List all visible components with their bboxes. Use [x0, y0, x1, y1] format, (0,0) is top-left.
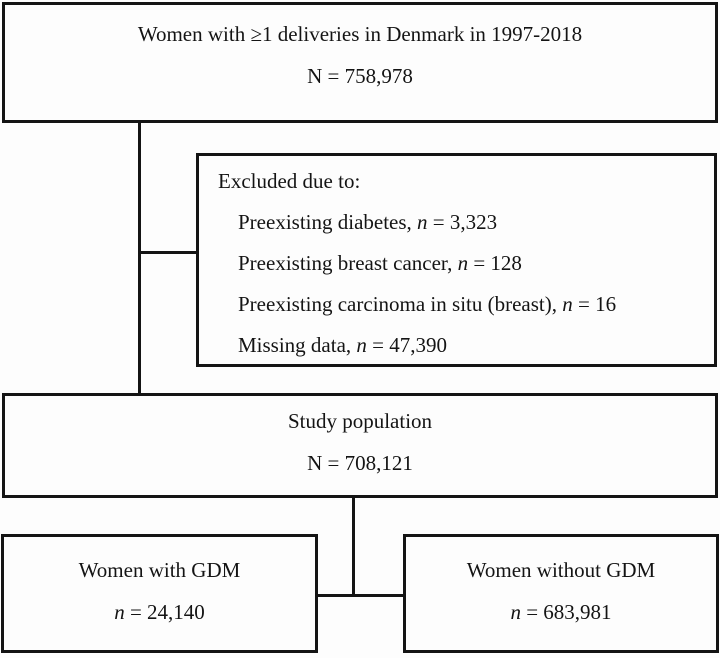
connector-study-to-split-line	[352, 498, 355, 596]
n-symbol: n	[356, 333, 367, 357]
top-population-count: N = 758,978	[307, 64, 413, 88]
exclusion-item-text: Preexisting breast cancer,	[238, 251, 458, 275]
non-gdm-group-value: = 683,981	[520, 600, 612, 624]
exclusion-item-text: Missing data,	[238, 333, 357, 357]
top-population-title: Women with ≥1 deliveries in Denmark in 1…	[137, 22, 583, 46]
gdm-group-count: n = 24,140	[114, 601, 205, 623]
exclusion-item-text: Preexisting diabetes,	[238, 210, 418, 234]
exclusion-item-value: = 3,323	[427, 210, 498, 234]
exclusion-item-missing-data: Missing data, n = 47,390	[218, 325, 704, 366]
exclusions-box: Excluded due to: Preexisting diabetes, n…	[196, 153, 717, 367]
connector-split-horizontal-line	[318, 594, 403, 597]
n-symbol: n	[510, 600, 521, 624]
exclusion-item-breast-cancer: Preexisting breast cancer, n = 128	[218, 243, 704, 284]
exclusion-item-value: = 16	[572, 292, 617, 316]
exclusion-item-value: = 47,390	[366, 333, 448, 357]
gdm-group-title: Women with GDM	[78, 558, 241, 582]
exclusion-item-text: Preexisting carcinoma in situ (breast),	[238, 292, 563, 316]
n-symbol: n	[457, 251, 469, 275]
exclusion-item-value: = 128	[468, 251, 522, 275]
non-gdm-group-title: Women without GDM	[466, 558, 656, 582]
non-gdm-group-count: n = 683,981	[510, 601, 611, 623]
gdm-group-value: = 24,140	[124, 600, 205, 624]
exclusion-item-carcinoma: Preexisting carcinoma in situ (breast), …	[218, 284, 704, 325]
n-symbol: n	[562, 292, 573, 316]
exclusions-header: Excluded due to:	[218, 169, 361, 193]
n-symbol: n	[417, 210, 428, 234]
gdm-group-box: Women with GDM n = 24,140	[1, 534, 318, 653]
study-population-box: Study population N = 708,121	[2, 393, 718, 498]
top-population-box: Women with ≥1 deliveries in Denmark in 1…	[2, 2, 718, 123]
non-gdm-group-box: Women without GDM n = 683,981	[403, 534, 719, 653]
n-symbol: n	[114, 600, 125, 624]
exclusion-item-diabetes: Preexisting diabetes, n = 3,323	[218, 202, 704, 243]
study-population-count: N = 708,121	[307, 451, 413, 475]
connector-top-to-study-line	[138, 123, 141, 393]
connector-exclusion-stub-line	[139, 251, 196, 254]
study-population-title: Study population	[287, 409, 433, 433]
